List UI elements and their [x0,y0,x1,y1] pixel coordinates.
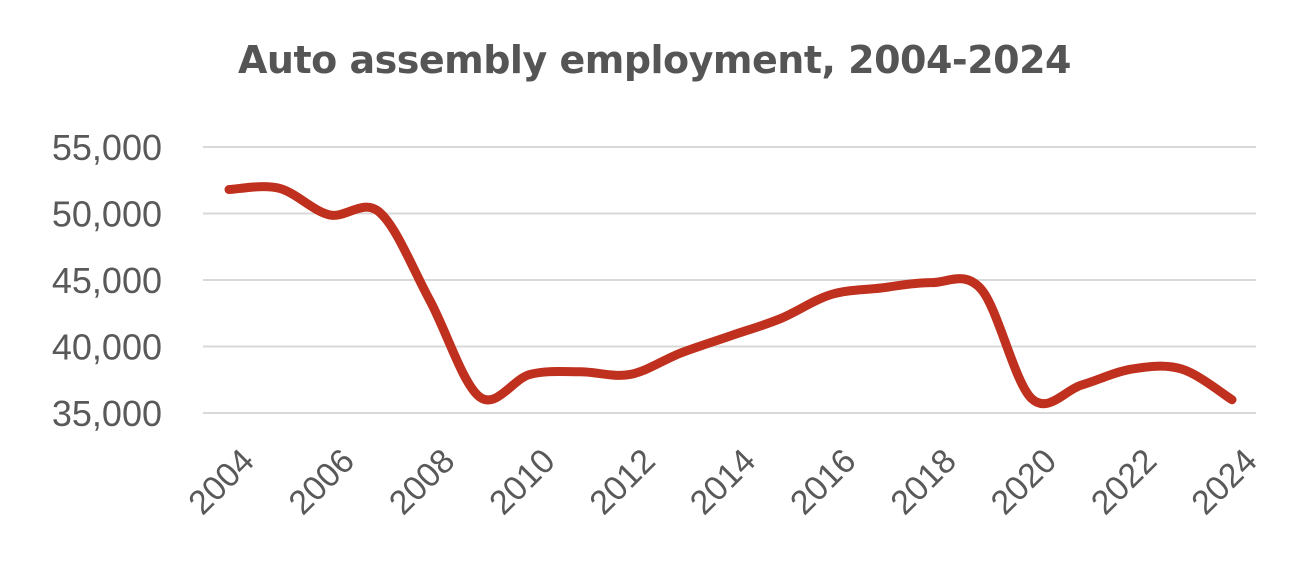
x-tick-label: 2010 [482,442,562,522]
x-tick-label: 2004 [181,442,261,522]
gridlines [203,146,1256,414]
y-tick-label: 40,000 [52,327,162,368]
x-tick-label: 2016 [783,442,863,522]
x-tick-label: 2018 [883,442,963,522]
x-tick-label: 2014 [683,442,763,522]
series-line [224,182,1237,409]
y-axis-tick-labels: 35,000 40,000 45,000 50,000 55,000 [52,127,162,434]
x-tick-label: 2024 [1184,442,1264,522]
y-tick-label: 55,000 [52,127,162,168]
chart-title: Auto assembly employment, 2004-2024 [238,38,1071,82]
y-tick-label: 50,000 [52,194,162,235]
series-group [224,182,1237,409]
x-tick-label: 2020 [984,442,1064,522]
y-tick-label: 35,000 [52,393,162,434]
x-tick-label: 2008 [382,442,462,522]
x-axis-tick-labels: 2004 2006 2008 2010 2012 2014 2016 2018 2020 2022… [181,442,1264,522]
x-tick-label: 2012 [582,442,662,522]
x-tick-label: 2022 [1084,442,1164,522]
y-tick-label: 45,000 [52,260,162,301]
x-tick-label: 2006 [282,442,362,522]
